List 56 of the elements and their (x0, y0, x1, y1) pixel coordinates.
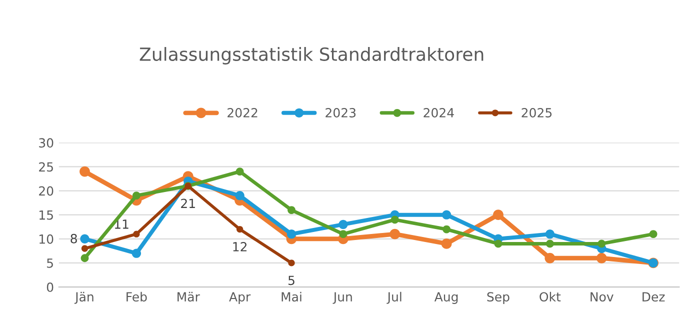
legend-label: 2024 (424, 108, 454, 118)
point (235, 191, 244, 200)
point (544, 252, 556, 264)
x-tick-label: Jun (332, 292, 352, 304)
x-tick-label: Mai (282, 292, 302, 302)
point (132, 248, 142, 258)
point (545, 230, 555, 239)
point (286, 230, 296, 239)
x-tick-label: Dez (642, 292, 665, 302)
x-tick-label: Sep (487, 292, 510, 304)
data-label: 8 (70, 234, 77, 244)
y-tick-label: 0 (46, 282, 54, 292)
point (390, 228, 400, 240)
chart-title: Zulassungsstatistik Standardtraktoren (140, 47, 484, 64)
point (288, 206, 296, 214)
x-tick-label: Jän (74, 292, 94, 304)
point (598, 240, 606, 248)
point (80, 254, 89, 262)
x-tick-label: Nov (590, 292, 614, 302)
x-tick-label: Okt (540, 292, 561, 302)
y-tick-label: 15 (40, 210, 53, 220)
point (132, 192, 140, 200)
point (81, 245, 88, 252)
y-tick-label: 20 (39, 186, 54, 196)
point (442, 225, 451, 234)
data-label: 21 (181, 198, 195, 208)
point (236, 226, 244, 233)
point (80, 166, 90, 177)
legend-label: 2022 (228, 108, 258, 118)
x-tick-label: Feb (126, 292, 147, 302)
point (546, 240, 554, 248)
point (441, 238, 452, 249)
data-label: 12 (233, 242, 247, 252)
data-label: 5 (288, 276, 294, 286)
point (442, 210, 452, 220)
point (133, 230, 140, 238)
point (493, 210, 504, 220)
point (80, 234, 90, 244)
point (288, 260, 295, 266)
x-tick-label: Jul (386, 292, 402, 304)
x-tick-label: Apr (229, 292, 251, 304)
y-tick-label: 10 (40, 234, 54, 244)
x-tick-label: Aug (434, 292, 458, 304)
y-tick-label: 30 (39, 138, 54, 148)
point (649, 230, 658, 238)
y-tick-label: 5 (47, 258, 53, 268)
point (390, 216, 399, 224)
legend-label: 2023 (326, 108, 356, 118)
x-tick-label: Mär (178, 292, 200, 302)
y-tick-label: 25 (39, 162, 53, 172)
point (338, 220, 348, 230)
point (494, 240, 502, 248)
point (236, 168, 244, 176)
legend-label: 2025 (522, 108, 552, 118)
point (339, 230, 348, 238)
point (596, 252, 607, 264)
